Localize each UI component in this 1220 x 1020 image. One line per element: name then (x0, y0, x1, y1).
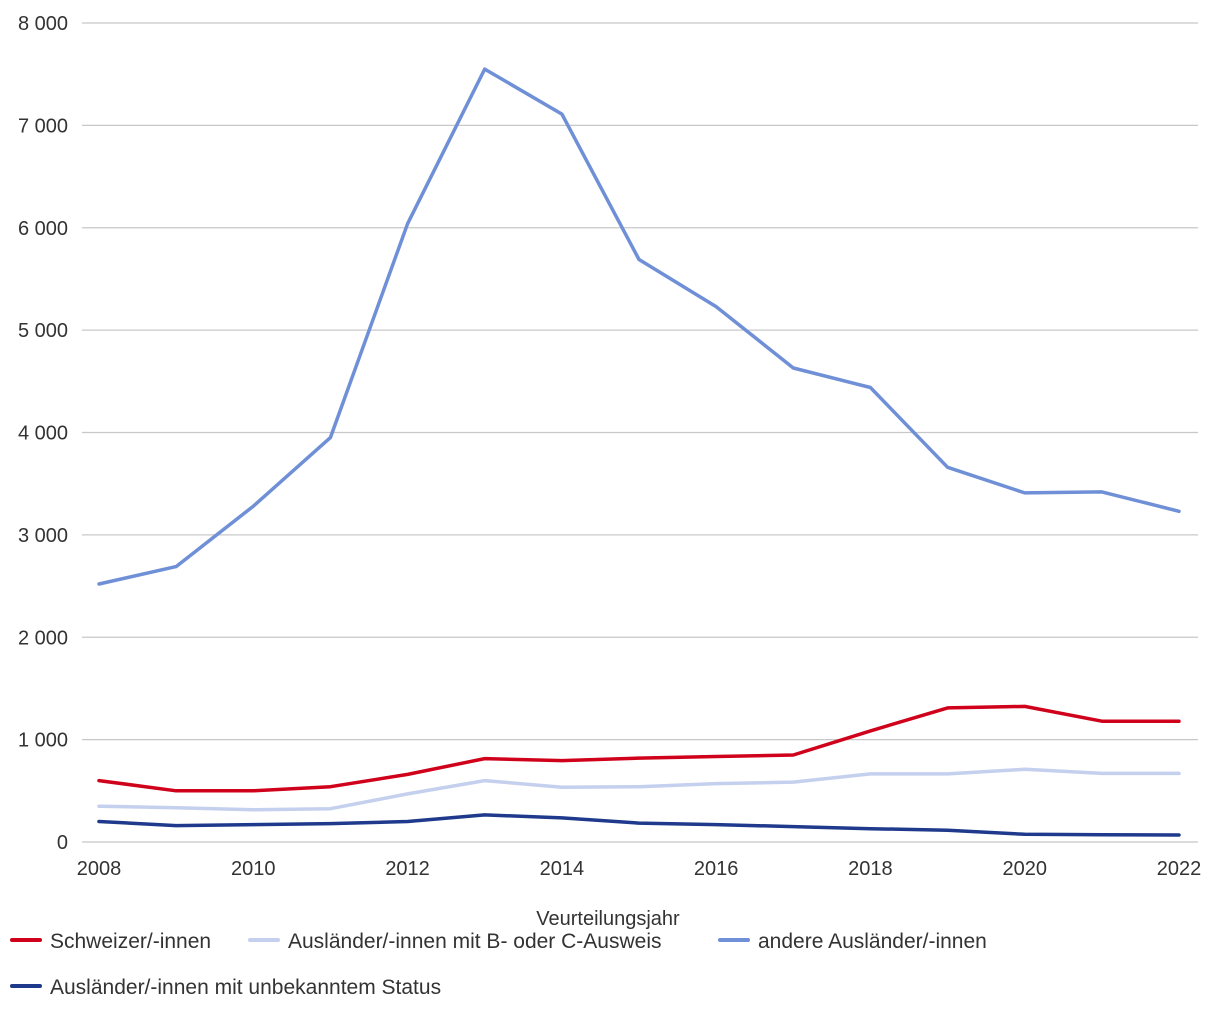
y-tick-label: 6 000 (18, 218, 68, 240)
y-tick-label: 5 000 (18, 320, 68, 342)
series-line-2 (97, 767, 1181, 812)
series-lines (97, 67, 1181, 837)
legend: Schweizer/-innen Ausländer/-innen mit B- … (10, 930, 987, 999)
series-line-1 (97, 704, 1181, 793)
x-tick-label: 2022 (1157, 858, 1202, 880)
x-tick-label: 2012 (385, 858, 430, 880)
x-tick-label: 2016 (694, 858, 739, 880)
y-tick-label: 1 000 (18, 730, 68, 752)
y-tick-label: 4 000 (18, 423, 68, 445)
y-tick-label: 8 000 (18, 13, 68, 35)
series-line-3 (97, 67, 1181, 586)
legend-label: andere Ausländer/-innen (758, 930, 987, 953)
legend-label: Schweizer/-innen (50, 930, 211, 953)
y-tick-label: 0 (57, 832, 68, 854)
y-axis-ticks: 0 1 000 2 000 3 000 4 000 5 000 6 000 7 000 8 00… (18, 13, 68, 854)
y-tick-label: 7 000 (18, 115, 68, 137)
series-line-4 (97, 813, 1181, 837)
y-tick-label: 3 000 (18, 525, 68, 547)
x-tick-label: 2010 (231, 858, 276, 880)
legend-label: Ausländer/-innen mit unbekanntem Status (50, 976, 441, 999)
x-axis-ticks: 2008 2010 2012 2014 2016 2018 2020 2022 (77, 858, 1202, 880)
x-tick-label: 2008 (77, 858, 122, 880)
y-tick-label: 2 000 (18, 627, 68, 649)
x-tick-label: 2018 (848, 858, 893, 880)
legend-label: Ausländer/-innen mit B- oder C-Ausweis (288, 930, 662, 953)
x-tick-label: 2020 (1002, 858, 1047, 880)
gridlines (82, 22, 1198, 843)
x-axis-title: Veurteilungsjahr (536, 908, 680, 930)
x-tick-label: 2014 (540, 858, 585, 880)
